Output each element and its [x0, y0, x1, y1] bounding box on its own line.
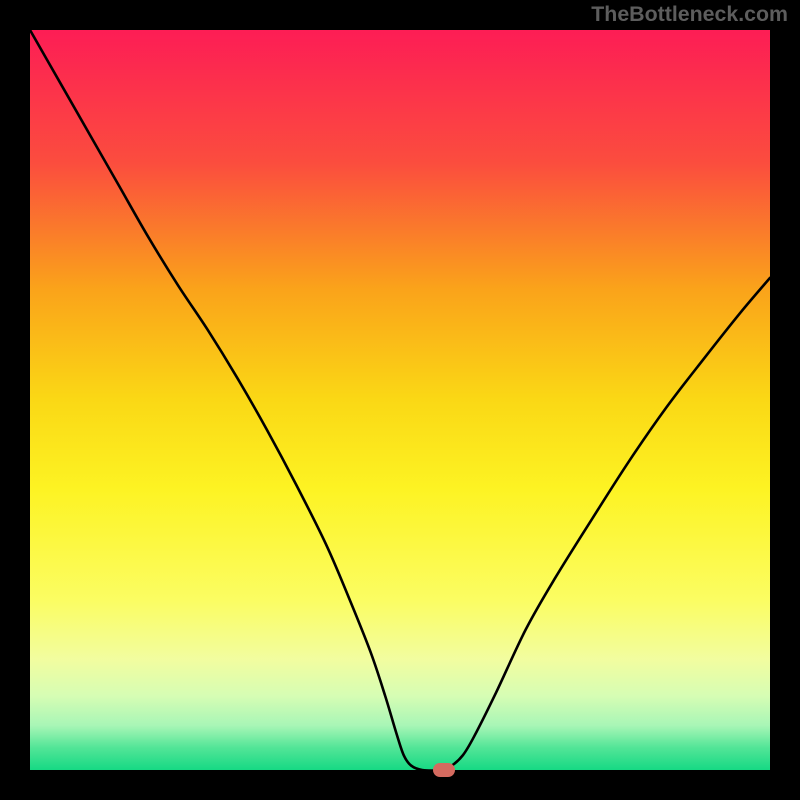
bottleneck-curve-path — [30, 30, 770, 770]
plot-area — [30, 30, 770, 770]
gradient-background — [30, 30, 770, 770]
current-point-marker — [433, 763, 455, 777]
chart-frame: TheBottleneck.com — [0, 0, 800, 800]
attribution-label: TheBottleneck.com — [591, 2, 788, 27]
curve-layer — [30, 30, 770, 770]
